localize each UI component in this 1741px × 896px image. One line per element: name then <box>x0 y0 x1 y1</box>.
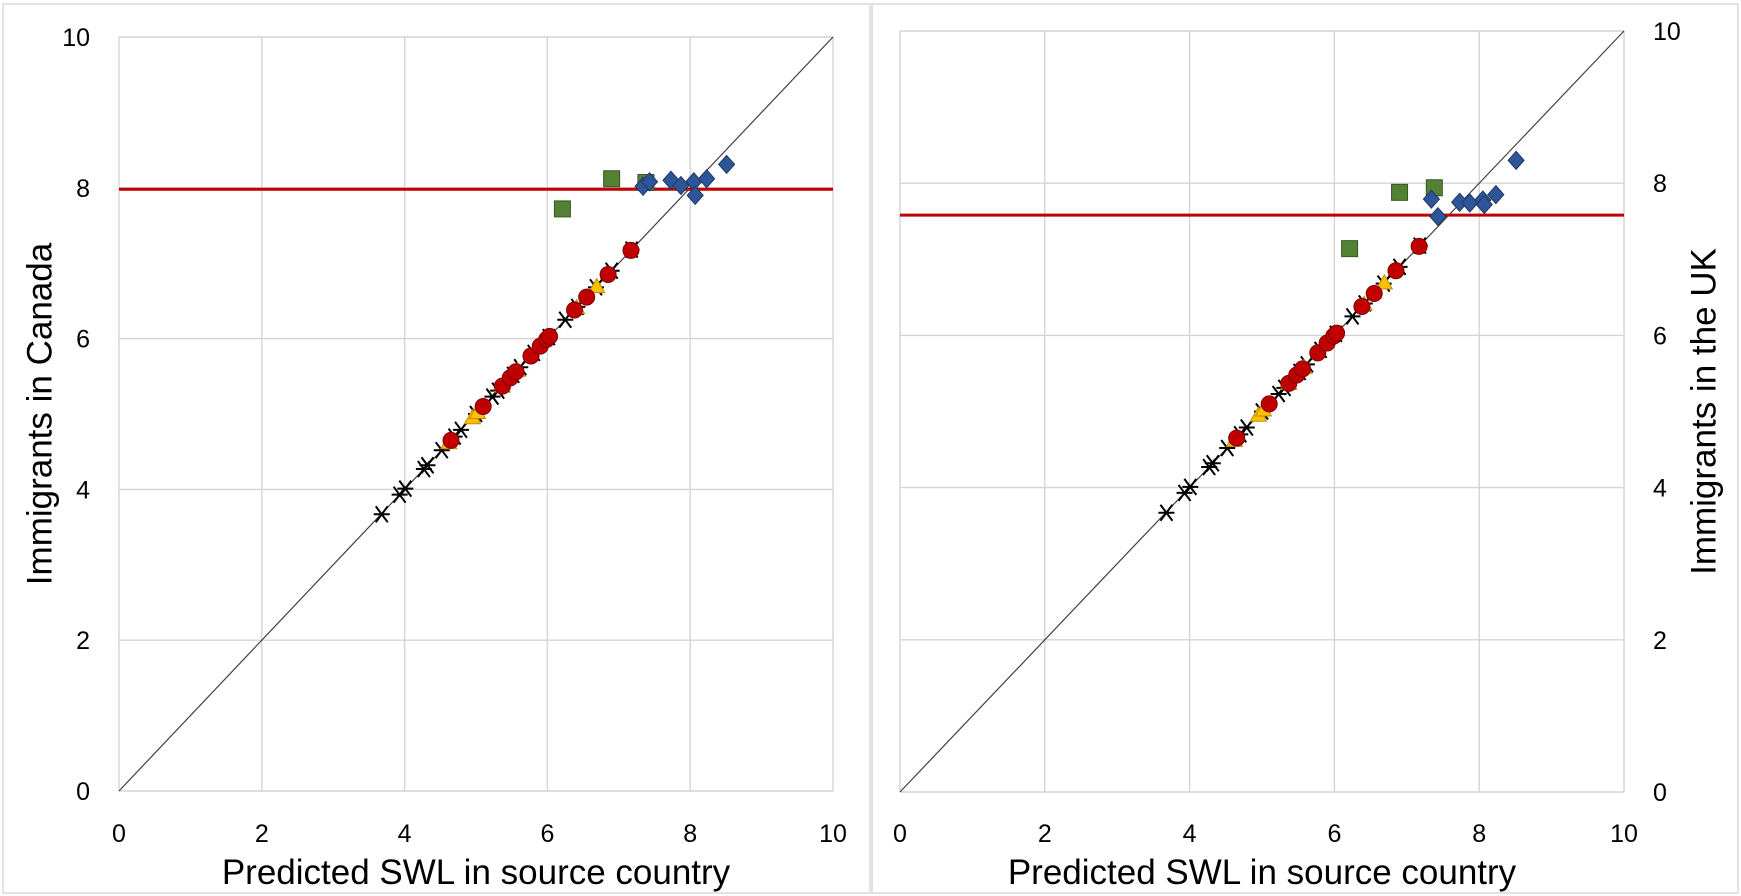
diamond-marker <box>686 185 704 206</box>
diamond-marker <box>697 168 716 189</box>
circle-marker <box>1410 237 1428 255</box>
y-tick-label: 4 <box>76 476 90 504</box>
diamond-marker <box>1507 150 1525 171</box>
x-axis-title: Predicted SWL in source country <box>1008 853 1517 892</box>
x-tick-label: 0 <box>893 820 907 848</box>
y-tick-label: 10 <box>62 24 90 52</box>
triangle-marker <box>1375 273 1394 290</box>
star-marker <box>397 480 414 498</box>
square-marker <box>603 170 621 188</box>
circle-marker <box>578 288 596 306</box>
y-tick-label: 4 <box>1653 475 1667 503</box>
circle-marker <box>1228 429 1246 447</box>
diamond-marker <box>717 154 736 175</box>
circle-marker <box>1353 297 1371 315</box>
right-panel-frame <box>871 3 1739 894</box>
star-marker <box>373 505 390 523</box>
diamond-marker <box>1422 189 1441 209</box>
circle-marker <box>566 301 584 319</box>
circle-marker <box>1328 324 1346 342</box>
y-tick-label: 10 <box>1653 18 1681 46</box>
circle-marker <box>1365 285 1383 303</box>
y-tick-label: 2 <box>76 627 90 655</box>
x-tick-label: 6 <box>540 820 554 848</box>
circle-marker <box>1387 262 1405 280</box>
x-tick-label: 0 <box>112 820 126 848</box>
square-marker <box>1341 240 1359 258</box>
gridlines <box>118 36 834 792</box>
y-axis-title: Immigrants in Canada <box>20 242 59 585</box>
chart-uk: 0 2 4 6 8 10 0 2 4 6 8 10 Predicted SWL in source co… <box>893 18 1723 892</box>
square-marker <box>1391 183 1409 201</box>
star-marker <box>1182 478 1199 496</box>
series-circle <box>1228 237 1428 447</box>
circle-marker <box>507 363 525 381</box>
x-tick-label: 2 <box>1038 820 1052 848</box>
x-tick-label: 8 <box>1472 820 1486 848</box>
left-panel-frame <box>2 3 871 894</box>
square-marker <box>553 200 571 218</box>
y-tick-label: 6 <box>1653 322 1667 350</box>
y-tick-label: 0 <box>76 778 90 806</box>
diamond-marker <box>640 172 659 192</box>
diamond-marker <box>1487 184 1505 205</box>
gridlines <box>899 30 1625 793</box>
x-tick-label: 6 <box>1327 820 1341 848</box>
x-tick-label: 4 <box>398 820 412 848</box>
star-marker <box>1158 504 1175 522</box>
y-tick-label: 6 <box>76 326 90 354</box>
series-diamond <box>634 154 736 206</box>
series-circle <box>442 241 640 449</box>
diamond-marker <box>1475 194 1493 215</box>
x-tick-label: 2 <box>255 820 269 848</box>
star-marker <box>419 456 436 474</box>
x-tick-label: 8 <box>683 820 697 848</box>
y-tick-label: 8 <box>1653 170 1667 198</box>
series-diamond <box>1422 150 1525 227</box>
series-square <box>1341 179 1443 258</box>
x-tick-label: 4 <box>1183 820 1197 848</box>
x-tick-label: 10 <box>819 820 847 848</box>
triangle-marker <box>587 277 606 294</box>
circle-marker <box>541 327 559 345</box>
circle-marker <box>1260 395 1278 413</box>
x-axis-title: Predicted SWL in source country <box>222 853 731 892</box>
chart-canada: 0 2 4 6 8 10 0 2 4 6 8 10 Predicted SWL in source co… <box>20 24 847 892</box>
x-tick-label: 10 <box>1610 820 1638 848</box>
circle-marker <box>442 431 460 449</box>
y-tick-label: 0 <box>1653 779 1667 807</box>
y-axis-title: Immigrants in the UK <box>1684 248 1723 575</box>
diamond-marker <box>1429 206 1447 227</box>
circle-marker <box>1294 360 1312 378</box>
y-tick-label: 2 <box>1653 627 1667 655</box>
circle-marker <box>599 266 617 284</box>
y-tick-label: 8 <box>76 175 90 203</box>
circle-marker <box>474 397 492 415</box>
star-marker <box>1204 454 1221 472</box>
circle-marker <box>622 241 640 259</box>
